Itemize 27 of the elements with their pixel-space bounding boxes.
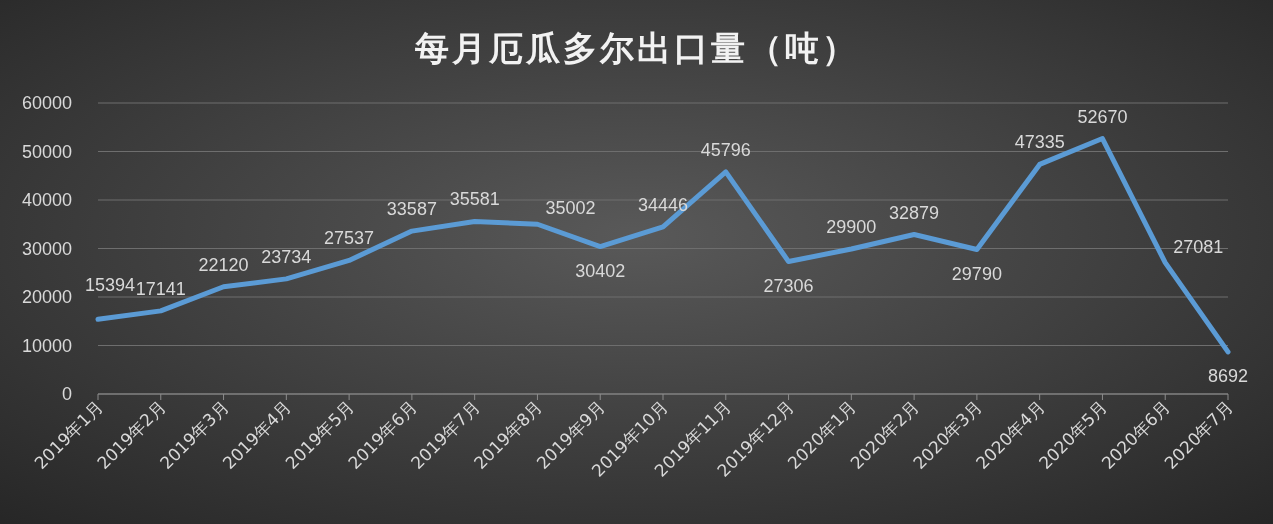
y-tick-label: 50000	[21, 141, 72, 162]
data-label: 52670	[1077, 106, 1128, 127]
y-tick-label: 40000	[21, 190, 72, 210]
data-label: 34446	[637, 194, 689, 215]
y-tick-label: 20000	[21, 287, 72, 307]
data-label: 15394	[84, 275, 136, 296]
data-label: 33587	[386, 199, 437, 220]
data-label: 27537	[324, 228, 375, 249]
data-label: 22120	[198, 254, 249, 275]
y-tick-label: 0	[61, 384, 72, 404]
y-tick-label: 10000	[21, 335, 72, 356]
chart-title: 每月厄瓜多尔出口量（吨）	[413, 28, 859, 68]
data-label: 23734	[261, 246, 312, 267]
data-label: 29900	[826, 216, 877, 237]
data-label: 29790	[951, 263, 1002, 284]
data-label: 17141	[135, 278, 186, 299]
data-label: 32879	[889, 202, 940, 223]
data-label: 30402	[575, 260, 626, 281]
data-label: 35002	[545, 198, 596, 219]
data-label: 8692	[1207, 365, 1249, 386]
data-label: 47335	[1014, 132, 1065, 153]
data-label: 27306	[763, 275, 814, 296]
y-tick-label: 60000	[21, 93, 72, 113]
data-label: 27081	[1173, 236, 1224, 257]
data-label: 45796	[700, 139, 751, 160]
y-tick-label: 30000	[21, 238, 72, 259]
data-label: 35581	[449, 189, 500, 210]
